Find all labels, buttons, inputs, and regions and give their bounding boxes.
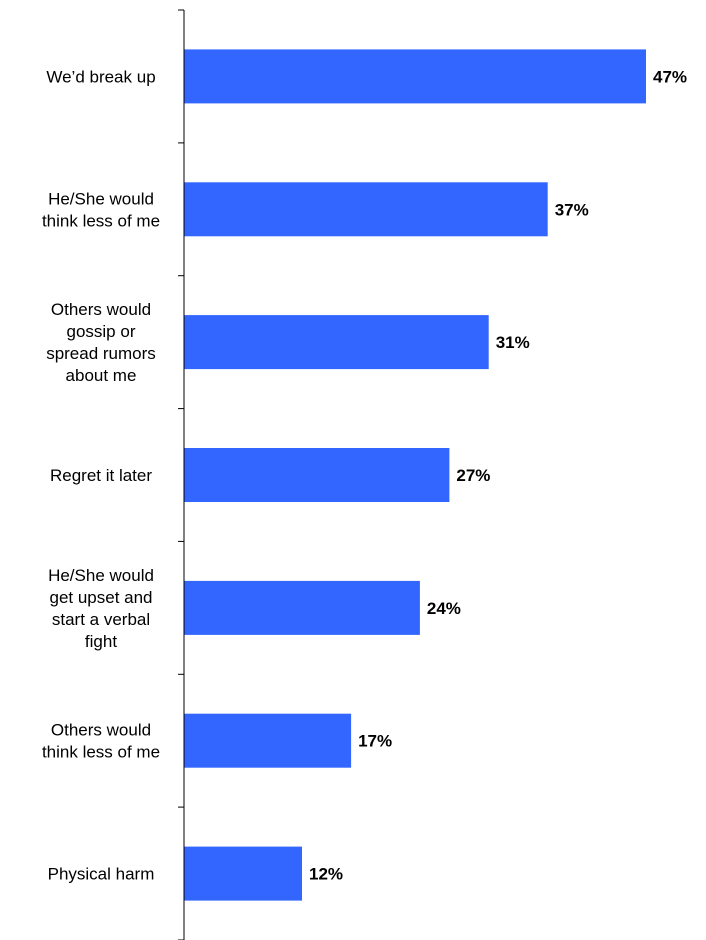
bar <box>184 448 450 502</box>
category-label-line: We’d break up <box>46 67 155 86</box>
data-label: 12% <box>309 865 343 884</box>
bar <box>184 315 489 370</box>
category-label-line: Others would <box>51 300 151 319</box>
bar <box>184 713 352 768</box>
category-label: Regret it later <box>50 466 152 485</box>
category-label: He/She would get upset and start a verbal f… <box>48 566 154 651</box>
category-label-line: gossip or <box>67 322 136 341</box>
category-label-line: get upset and <box>49 588 152 607</box>
category-label: Physical harm <box>48 865 155 884</box>
data-label: 47% <box>653 67 687 86</box>
category-label-line: start a verbal <box>52 610 150 629</box>
category-label: He/She would think less of me <box>42 189 160 230</box>
category-label-line: He/She would <box>48 566 154 585</box>
category-label: We’d break up <box>46 67 155 86</box>
data-label: 24% <box>427 599 461 618</box>
data-label: 17% <box>358 732 392 751</box>
category-label-line: about me <box>66 366 137 385</box>
bar <box>184 580 420 635</box>
category-label-line: think less of me <box>42 211 160 230</box>
category-label-line: Physical harm <box>48 865 155 884</box>
category-label-line: Others would <box>51 721 151 740</box>
bar <box>184 49 646 104</box>
category-label: Others would think less of me <box>42 721 160 762</box>
category-label-line: fight <box>85 632 117 651</box>
data-label: 31% <box>496 333 530 352</box>
data-label: 27% <box>456 466 490 485</box>
category-label-line: spread rumors <box>46 344 156 363</box>
category-label-line: Regret it later <box>50 466 152 485</box>
category-label-line: think less of me <box>42 743 160 762</box>
category-label: Others would gossip or spread rumors about … <box>46 300 156 385</box>
bar <box>184 846 302 901</box>
category-label-line: He/She would <box>48 189 154 208</box>
data-label: 37% <box>555 200 589 219</box>
bar <box>184 182 548 237</box>
